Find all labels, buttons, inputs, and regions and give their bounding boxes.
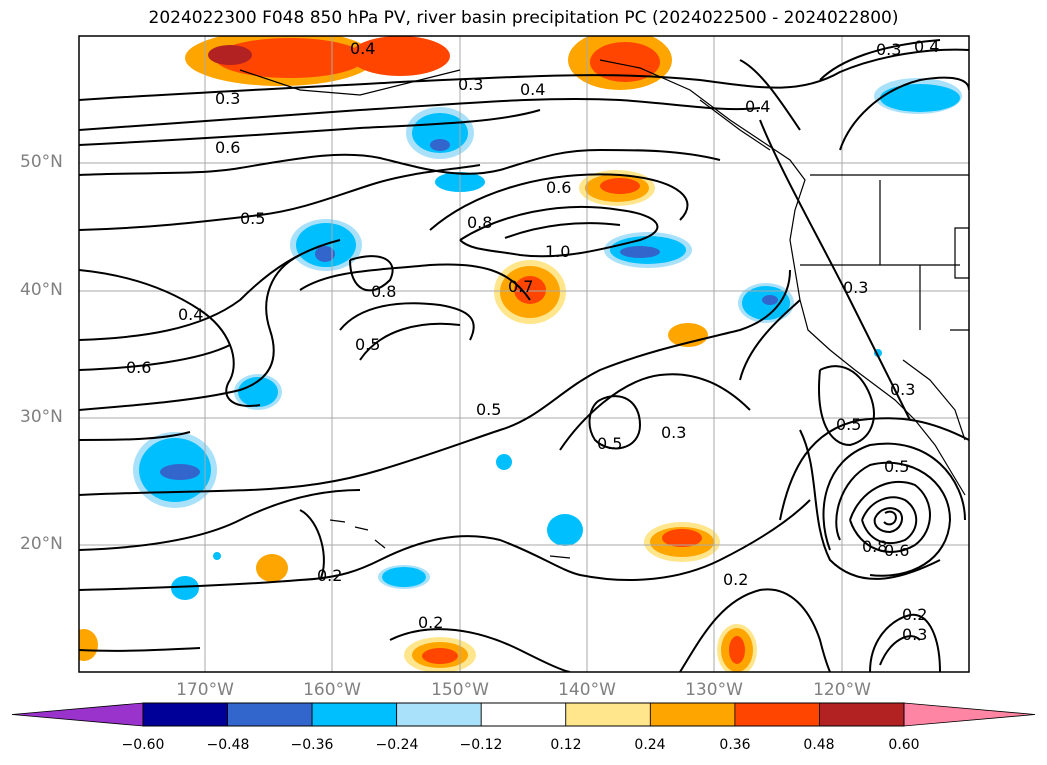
map-plot: 0.3 0.4 0.3 0.4 0.6 0.5 0.4 0.6 0.8 0.6 …: [78, 35, 970, 673]
contour-label: 0.3: [876, 40, 901, 59]
contour-label: 0.3: [458, 75, 483, 94]
contour-label: 0.6: [884, 541, 909, 560]
colorbar-tick-label: −0.36: [290, 737, 334, 753]
contour-label: 1.0: [545, 242, 570, 261]
contour-label: 0.3: [661, 423, 686, 442]
colorbar-segment: [734, 702, 820, 727]
contour-label: 0.3: [890, 380, 915, 399]
contour-label: 0.5: [836, 415, 861, 434]
contour-label: 0.5: [355, 335, 380, 354]
contour-label: 0.4: [520, 80, 545, 99]
colorbar-segment: [311, 702, 398, 727]
colorbar-tick-label: 0.12: [550, 737, 582, 753]
contour-label: 0.2: [902, 605, 927, 624]
colorbar-segment: [819, 702, 905, 727]
contour-label: 0.3: [215, 89, 240, 108]
colorbar-segment: [396, 702, 482, 727]
colorbar-segment: [227, 702, 313, 727]
contour-label: 0.2: [723, 570, 748, 589]
lon-label: 140°W: [558, 680, 616, 700]
contour-label: 0.5: [476, 400, 501, 419]
map-frame: [78, 35, 970, 673]
colorbar-extend-high: [903, 702, 1036, 727]
colorbar-segment: [480, 702, 567, 727]
contour-label: 0.8: [371, 282, 396, 301]
lat-label: 50°N: [20, 152, 63, 172]
lon-label: 130°W: [685, 680, 743, 700]
contour-label: 0.8: [467, 213, 492, 232]
colorbar-segment: [649, 702, 736, 727]
contour-label: 0.2: [418, 613, 443, 632]
lon-label: 160°W: [303, 680, 361, 700]
contour-label: 0.2: [317, 566, 342, 585]
colorbar-tick-label: 0.48: [803, 737, 835, 753]
colorbar-tick-label: 0.60: [888, 737, 920, 753]
pv-contours: [79, 39, 969, 672]
contour-label: 0.5: [884, 457, 909, 476]
colorbar-segment: [142, 702, 228, 727]
lon-label: 120°W: [813, 680, 871, 700]
contour-label: 0.7: [508, 277, 533, 296]
lon-label: 150°W: [431, 680, 489, 700]
colorbar-tick-label: 0.24: [634, 737, 666, 753]
contour-label: 0.5: [240, 209, 265, 228]
contour-label: 0.8: [862, 537, 887, 556]
lat-label: 40°N: [20, 280, 63, 300]
colorbar-segment: [565, 702, 651, 727]
colorbar-tick-label: −0.24: [375, 737, 419, 753]
contour-label: 0.6: [215, 138, 240, 157]
contour-label: 0.5: [597, 434, 622, 453]
lat-label: 30°N: [20, 407, 63, 427]
contour-label: 0.3: [902, 625, 927, 644]
colorbar-tick-label: −0.60: [121, 737, 165, 753]
contour-label: 0.4: [350, 39, 375, 58]
precip-anomalies: [79, 36, 962, 672]
contour-label: 0.6: [126, 358, 151, 377]
contour-label: 0.4: [178, 305, 203, 324]
map-title: 2024022300 F048 850 hPa PV, river basin …: [148, 8, 899, 28]
colorbar-frame: [142, 702, 905, 727]
contour-label: 0.4: [914, 37, 939, 56]
lat-label: 20°N: [20, 534, 63, 554]
contour-label-group: 0.3 0.4 0.3 0.4 0.6 0.5 0.4 0.6 0.8 0.6 …: [126, 37, 939, 644]
colorbar-tick-label: −0.12: [459, 737, 503, 753]
contour-label: 0.3: [843, 278, 868, 297]
lon-label: 170°W: [176, 680, 234, 700]
contour-label: 0.6: [546, 178, 571, 197]
colorbar-tick-label: −0.48: [206, 737, 250, 753]
colorbar-tick-label: 0.36: [719, 737, 751, 753]
colorbar-extend-low: [11, 702, 144, 727]
contour-label: 0.4: [745, 97, 770, 116]
coastlines: [239, 59, 969, 559]
